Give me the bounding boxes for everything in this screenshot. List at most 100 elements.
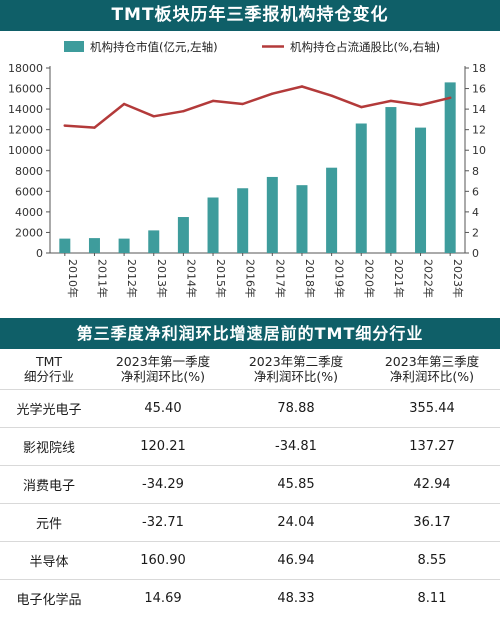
legend-swatch-bar — [64, 41, 84, 52]
table-title: 第三季度净利润环比增速居前的TMT细分行业 — [0, 318, 500, 349]
combo-chart: 机构持仓市值(亿元,左轴) 机构持仓占流通股比(%,右轴) 0 2000 4000 6… — [0, 31, 500, 318]
bar — [296, 185, 307, 253]
left-tick-label: 12000 — [8, 124, 43, 137]
table-row: 光学光电子 45.40 78.88 355.44 — [0, 390, 500, 428]
right-tick-label: 12 — [472, 124, 486, 137]
x-tick-label: 2023年 — [451, 259, 465, 298]
q2-value: -34.81 — [228, 428, 364, 466]
page: TMT板块历年三季报机构持仓变化 机构持仓市值(亿元,左轴) 机构持仓占流通股比… — [0, 0, 500, 585]
line-point — [93, 126, 95, 128]
x-tick-label: 2016年 — [244, 259, 258, 298]
line-point — [123, 103, 125, 105]
chart-title: TMT板块历年三季报机构持仓变化 — [0, 0, 500, 31]
x-tick-label: 2010年 — [66, 259, 80, 298]
header-q3: 2023年第三季度 净利润环比(%) — [364, 349, 500, 390]
bar — [237, 188, 248, 253]
table-row: 消费电子 -34.29 45.85 42.94 — [0, 466, 500, 504]
line-point — [449, 97, 451, 99]
bar — [59, 239, 70, 253]
header-q2: 2023年第二季度 净利润环比(%) — [228, 349, 364, 390]
bar — [208, 198, 219, 254]
industry-name: 电子化学品 — [0, 580, 98, 617]
table-row: 半导体 160.90 46.94 8.55 — [0, 542, 500, 580]
q1-value: -34.29 — [98, 466, 228, 504]
q1-value: -32.71 — [98, 504, 228, 542]
q1-value: 120.21 — [98, 428, 228, 466]
q2-value: 78.88 — [228, 390, 364, 428]
industry-name: 消费电子 — [0, 466, 98, 504]
line-point — [64, 124, 66, 126]
left-tick-label: 2000 — [15, 226, 43, 239]
x-tick-label: 2019年 — [333, 259, 347, 298]
x-tick-label: 2017年 — [273, 259, 287, 298]
line-point — [182, 110, 184, 112]
x-tick-label: 2011年 — [95, 259, 109, 298]
q3-value: 8.55 — [364, 542, 500, 580]
q3-value: 36.17 — [364, 504, 500, 542]
q1-value: 14.69 — [98, 580, 228, 617]
x-tick-label: 2022年 — [422, 259, 436, 298]
header-industry: TMT 细分行业 — [0, 349, 98, 390]
right-tick-label: 8 — [472, 165, 479, 178]
left-tick-label: 6000 — [15, 185, 43, 198]
bar — [415, 128, 426, 253]
right-tick-label: 2 — [472, 226, 479, 239]
bar — [356, 124, 367, 254]
x-tick-label: 2013年 — [155, 259, 169, 298]
bar — [89, 238, 100, 253]
right-tick-label: 14 — [472, 103, 486, 116]
bar — [385, 107, 396, 253]
left-tick-label: 8000 — [15, 165, 43, 178]
q3-value: 42.94 — [364, 466, 500, 504]
q2-value: 45.85 — [228, 466, 364, 504]
header-q1: 2023年第一季度 净利润环比(%) — [98, 349, 228, 390]
bar — [445, 82, 456, 253]
legend-label-bar: 机构持仓市值(亿元,左轴) — [90, 40, 218, 54]
left-tick-label: 0 — [36, 247, 43, 260]
right-tick-label: 0 — [472, 247, 479, 260]
table-row: 影视院线 120.21 -34.81 137.27 — [0, 428, 500, 466]
line-point — [390, 100, 392, 102]
industry-name: 影视院线 — [0, 428, 98, 466]
line-point — [419, 104, 421, 106]
line-point — [271, 92, 273, 94]
industry-name: 半导体 — [0, 542, 98, 580]
left-tick-label: 18000 — [8, 62, 43, 75]
right-tick-label: 6 — [472, 185, 479, 198]
line-point — [241, 103, 243, 105]
industry-table: TMT 细分行业 2023年第一季度 净利润环比(%) 2023年第二季度 净利… — [0, 349, 500, 617]
table-row: 电子化学品 14.69 48.33 8.11 — [0, 580, 500, 617]
industry-name: 元件 — [0, 504, 98, 542]
x-tick-label: 2018年 — [303, 259, 317, 298]
bar — [119, 239, 130, 253]
x-tick-label: 2012年 — [125, 259, 139, 298]
line-point — [330, 95, 332, 97]
right-tick-label: 18 — [472, 62, 486, 75]
q1-value: 45.40 — [98, 390, 228, 428]
line-point — [360, 106, 362, 108]
table-row: 元件 -32.71 24.04 36.17 — [0, 504, 500, 542]
x-tick-label: 2014年 — [184, 259, 198, 298]
x-tick-label: 2015年 — [214, 259, 228, 298]
left-tick-label: 10000 — [8, 144, 43, 157]
left-tick-label: 16000 — [8, 83, 43, 96]
x-tick-label: 2021年 — [392, 259, 406, 298]
q1-value: 160.90 — [98, 542, 228, 580]
table-header-row: TMT 细分行业 2023年第一季度 净利润环比(%) 2023年第二季度 净利… — [0, 349, 500, 390]
q3-value: 8.11 — [364, 580, 500, 617]
bar — [326, 168, 337, 253]
q3-value: 137.27 — [364, 428, 500, 466]
line-point — [153, 115, 155, 117]
bar — [267, 177, 278, 253]
q2-value: 46.94 — [228, 542, 364, 580]
x-axis-labels: 2010年 2011年 2012年 2013年 2014年 2015年 2016年 2017年… — [65, 253, 465, 298]
left-tick-label: 14000 — [8, 103, 43, 116]
left-tick-label: 4000 — [15, 206, 43, 219]
legend-label-line: 机构持仓占流通股比(%,右轴) — [290, 40, 440, 54]
q3-value: 355.44 — [364, 390, 500, 428]
bar — [178, 217, 189, 253]
line-point — [301, 85, 303, 87]
chart-legend: 机构持仓市值(亿元,左轴) 机构持仓占流通股比(%,右轴) — [64, 40, 440, 54]
right-tick-label: 16 — [472, 83, 486, 96]
line-point — [212, 100, 214, 102]
